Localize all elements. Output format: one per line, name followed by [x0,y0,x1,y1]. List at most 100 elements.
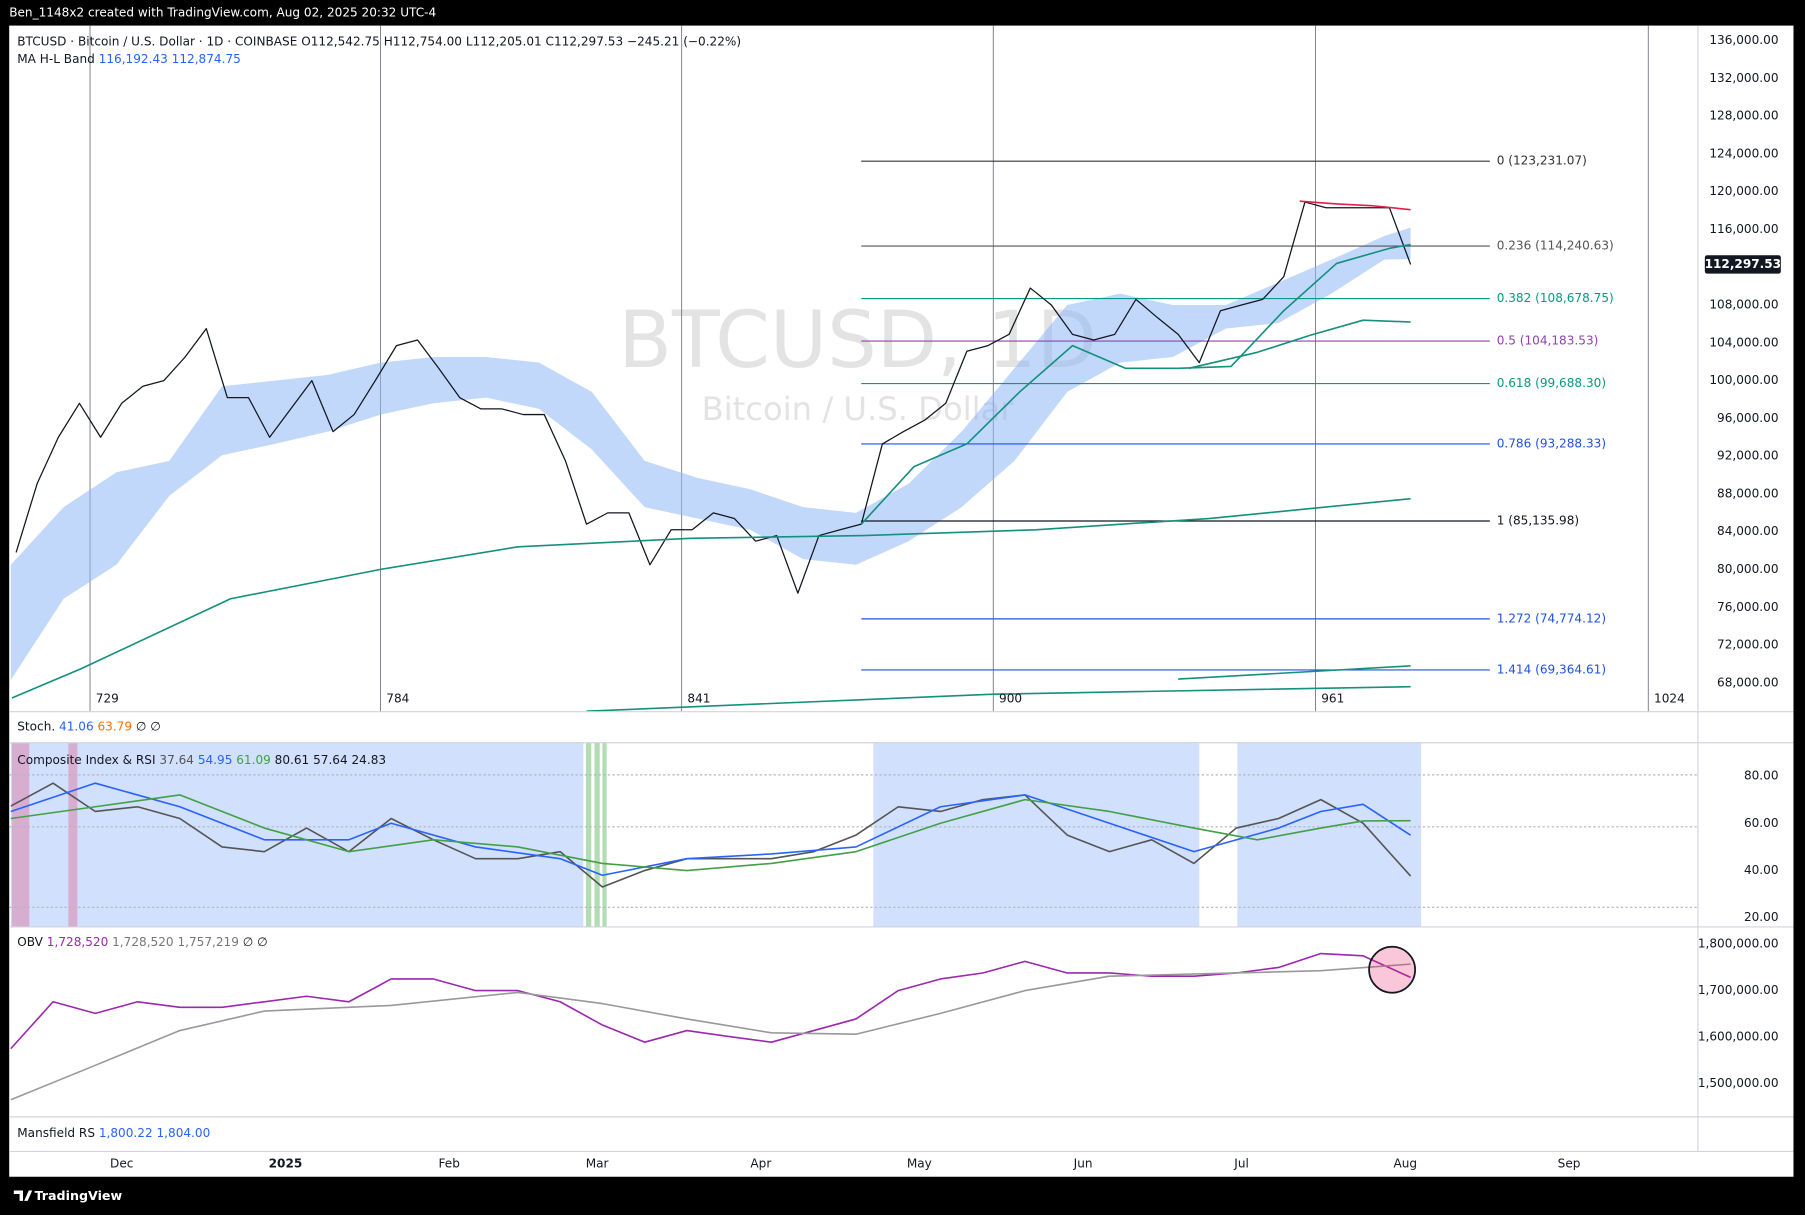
open: O112,542.75 [301,34,380,48]
y-tick-label: 1,500,000.00 [1698,1076,1779,1090]
rsi-value: 80.61 [275,753,310,767]
y-tick-label: 124,000.00 [1709,146,1778,160]
series-line [1178,665,1411,680]
y-tick-label: 116,000.00 [1709,222,1778,236]
mansfield-legend: Mansfield RS 1,800.22 1,804.00 [17,1125,210,1139]
y-tick-label: 1,700,000.00 [1698,983,1779,997]
x-tick-label: Apr [750,1157,771,1171]
close: C112,297.53 [546,34,624,48]
fib-label: 0.5 (104,183.53) [1497,334,1599,348]
y-tick-label: 92,000.00 [1717,449,1778,463]
fib-label: 1 (85,135.98) [1497,513,1579,527]
bar-count-label: 841 [687,692,710,706]
series-line [11,497,1411,699]
footer-logo: TradingView [35,1188,123,1203]
x-tick-label: May [907,1157,932,1171]
fib-label: 0.236 (114,240.63) [1497,239,1614,253]
y-tick-label: 128,000.00 [1709,109,1778,123]
stoch-k: 41.06 [59,719,94,733]
region [10,742,584,927]
rsi-pane [9,742,1698,927]
bar-count-label: 729 [96,692,119,706]
stoch-d: 63.79 [97,719,132,733]
y-tick-label: 120,000.00 [1709,184,1778,198]
y-tick-label: 80,000.00 [1717,562,1778,576]
stoch-name: Stoch. [17,719,55,733]
axes: 68,000.00 72,000.00 76,000.00 80,000.00 84,0… [9,25,1794,1171]
fib-label: 0 (123,231.07) [1497,154,1587,168]
band-name: MA H-L Band [17,51,95,65]
series-line [15,201,1412,594]
region [1237,742,1422,927]
region [586,742,592,927]
mansfield-value: 1,804.00 [156,1125,210,1139]
mansfield-value: 1,800.22 [99,1125,153,1139]
x-tick-label: Dec [110,1157,133,1171]
band-lower: 112,874.75 [172,51,241,65]
stoch-tail: ∅ ∅ [136,719,161,733]
y-tick-label: 72,000.00 [1717,638,1778,652]
y-tick-label: 1,600,000.00 [1698,1030,1779,1044]
symbol: BTCUSD · Bitcoin / U.S. Dollar · 1D · CO… [17,34,297,48]
series-line [1299,200,1411,211]
x-tick-label: 2025 [269,1157,303,1171]
fib-label: 0.618 (99,688.30) [1497,376,1606,390]
obv-pane [10,945,1416,1101]
last-price-label: 112,297.53 [1705,257,1781,271]
series-line [10,782,1412,888]
last-price-badge [1704,255,1781,274]
fib-label: 0.382 (108,678.75) [1497,291,1614,305]
legends: BTCUSD · Bitcoin / U.S. Dollar · 1D · CO… [13,34,741,1203]
obv-value: 1,728,520 [47,934,108,948]
obv-tail: ∅ ∅ [243,934,268,948]
fib-label: 0.786 (93,288.33) [1497,436,1606,450]
rsi-value: 61.09 [236,753,271,767]
x-tick-label: Mar [586,1157,609,1171]
annotation-circle [1368,945,1416,994]
series-line [1188,319,1411,370]
bar-count-label: 900 [999,692,1022,706]
main-legend: BTCUSD · Bitcoin / U.S. Dollar · 1D · CO… [17,34,741,48]
series-line [10,963,1411,1101]
y-tick-label: 1,800,000.00 [1698,937,1779,951]
y-tick-label: 76,000.00 [1717,600,1778,614]
region [594,742,600,927]
y-tick-label: 132,000.00 [1709,71,1778,85]
band-upper: 116,192.43 [99,51,168,65]
bar-count-label: 961 [1321,692,1344,706]
y-tick-label: 60.00 [1744,816,1779,830]
rsi-value: 24.83 [352,753,387,767]
series-line [10,782,1412,877]
y-tick-label: 68,000.00 [1717,675,1778,689]
watermark-name: Bitcoin / U.S. Dollar [702,390,1015,428]
high: H112,754.00 [384,34,462,48]
mansfield-name: Mansfield RS [17,1125,95,1139]
y-tick-label: 100,000.00 [1709,373,1778,387]
region [11,742,30,927]
obv-value: 1,757,219 [177,934,238,948]
x-tick-label: Jun [1073,1157,1093,1171]
y-tick-label: 20.00 [1744,910,1779,924]
header-text: Ben_1148x2 created with TradingView.com,… [9,5,436,19]
stoch-legend: Stoch. 41.06 63.79 ∅ ∅ [17,719,161,733]
rsi-value: 54.95 [198,753,233,767]
y-tick-label: 80.00 [1744,769,1779,783]
series-line [10,794,1411,872]
x-tick-label: Feb [439,1157,460,1171]
obv-name: OBV [17,934,43,948]
main-pane: 0 (123,231.07) 0.236 (114,240.63) 0.382 (1… [10,25,1649,712]
y-tick-label: 84,000.00 [1717,524,1778,538]
y-tick-label: 88,000.00 [1717,486,1778,500]
bar-count-label: 1024 [1654,692,1685,706]
canvas [9,25,1794,1177]
change: −245.21 (−0.22%) [627,34,741,48]
bar-count-label: 784 [386,692,409,706]
series-line [860,243,1411,525]
series-line [586,685,1411,712]
y-tick-label: 136,000.00 [1709,33,1778,47]
x-tick-label: Aug [1394,1157,1418,1171]
y-tick-label: 96,000.00 [1717,411,1778,425]
fib-label: 1.414 (69,364.61) [1497,662,1606,676]
region [873,742,1200,927]
